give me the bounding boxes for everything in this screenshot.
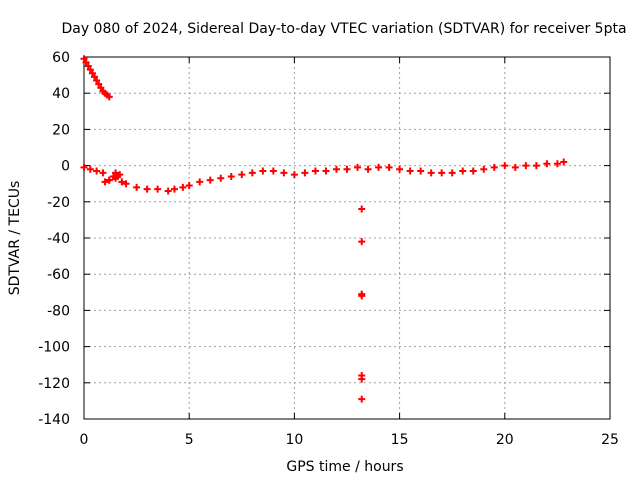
data-point xyxy=(86,66,94,74)
data-point xyxy=(396,165,404,173)
y-axis-label: SDTVAR / TECUs xyxy=(7,181,23,296)
data-point xyxy=(438,169,446,177)
data-point xyxy=(375,163,383,171)
data-point xyxy=(358,205,366,213)
data-point xyxy=(105,176,113,184)
data-point xyxy=(354,163,362,171)
data-point xyxy=(114,172,122,180)
data-point xyxy=(164,187,172,195)
data-point xyxy=(560,158,568,166)
x-tick-label: 10 xyxy=(285,432,303,448)
data-point xyxy=(358,395,366,403)
data-point xyxy=(469,167,477,175)
data-point xyxy=(269,167,277,175)
x-tick-label: 5 xyxy=(185,432,194,448)
data-point xyxy=(143,185,151,193)
data-point xyxy=(133,183,141,191)
data-point xyxy=(122,180,130,188)
y-tick-label: 40 xyxy=(52,86,70,102)
data-point xyxy=(543,160,551,168)
y-tick-label: -120 xyxy=(38,376,70,392)
data-point xyxy=(553,160,561,168)
data-point xyxy=(480,165,488,173)
data-point xyxy=(427,169,435,177)
data-point xyxy=(95,80,103,88)
data-point xyxy=(332,165,340,173)
y-tick-label: 0 xyxy=(61,159,70,175)
data-point xyxy=(206,176,214,184)
data-point xyxy=(358,292,366,300)
data-point xyxy=(80,163,88,171)
data-point xyxy=(80,55,88,63)
x-tick-label: 20 xyxy=(496,432,514,448)
y-tick-label: -80 xyxy=(47,303,70,319)
data-point xyxy=(170,185,178,193)
y-tick-label: 60 xyxy=(52,50,70,66)
data-point xyxy=(501,162,509,170)
data-point xyxy=(448,169,456,177)
data-point xyxy=(385,163,393,171)
data-point xyxy=(532,162,540,170)
y-tick-label: 20 xyxy=(52,122,70,138)
data-point xyxy=(490,163,498,171)
data-point xyxy=(417,167,425,175)
data-point xyxy=(227,172,235,180)
data-point xyxy=(179,183,187,191)
data-point xyxy=(88,69,96,77)
data-point xyxy=(154,185,162,193)
data-point xyxy=(99,169,107,177)
data-point xyxy=(82,58,90,66)
data-point xyxy=(358,375,366,383)
x-tick-labels: 0 5 10 15 20 25 xyxy=(80,432,619,448)
data-points xyxy=(80,55,568,403)
data-point xyxy=(364,165,372,173)
data-point xyxy=(301,169,309,177)
data-point xyxy=(112,169,120,177)
x-tick-label: 25 xyxy=(601,432,619,448)
data-point xyxy=(196,178,204,186)
data-point xyxy=(406,167,414,175)
y-tick-label: -140 xyxy=(38,412,70,428)
data-point xyxy=(238,171,246,179)
y-tick-label: -20 xyxy=(47,195,70,211)
data-point xyxy=(358,238,366,246)
data-point xyxy=(522,162,530,170)
data-point xyxy=(459,167,467,175)
x-tick-label: 15 xyxy=(391,432,409,448)
data-point xyxy=(93,167,101,175)
y-tick-label: -40 xyxy=(47,231,70,247)
x-tick-label: 0 xyxy=(80,432,89,448)
y-tick-label: -60 xyxy=(47,267,70,283)
data-point xyxy=(248,169,256,177)
grid-lines xyxy=(84,57,610,419)
data-point xyxy=(511,163,519,171)
data-point xyxy=(105,93,113,101)
data-point xyxy=(259,167,267,175)
data-point xyxy=(84,62,92,70)
axis-ticks xyxy=(83,56,611,420)
data-point xyxy=(343,165,351,173)
data-point xyxy=(311,167,319,175)
data-point xyxy=(290,171,298,179)
y-tick-labels: 60 40 20 0 -20 -40 -60 -80 -100 -120 -140 xyxy=(38,50,70,428)
data-point xyxy=(217,174,225,182)
y-tick-label: -100 xyxy=(38,340,70,356)
data-point xyxy=(280,169,288,177)
data-point xyxy=(322,167,330,175)
data-point xyxy=(91,73,99,81)
data-point xyxy=(101,178,109,186)
data-point xyxy=(93,77,101,85)
data-point xyxy=(185,182,193,190)
data-point xyxy=(86,165,94,173)
data-point xyxy=(97,84,105,92)
plot-frame xyxy=(83,56,611,420)
x-axis-label: GPS time / hours xyxy=(286,459,403,475)
data-point xyxy=(118,178,126,186)
chart-title: Day 080 of 2024, Sidereal Day-to-day VTE… xyxy=(61,21,626,37)
